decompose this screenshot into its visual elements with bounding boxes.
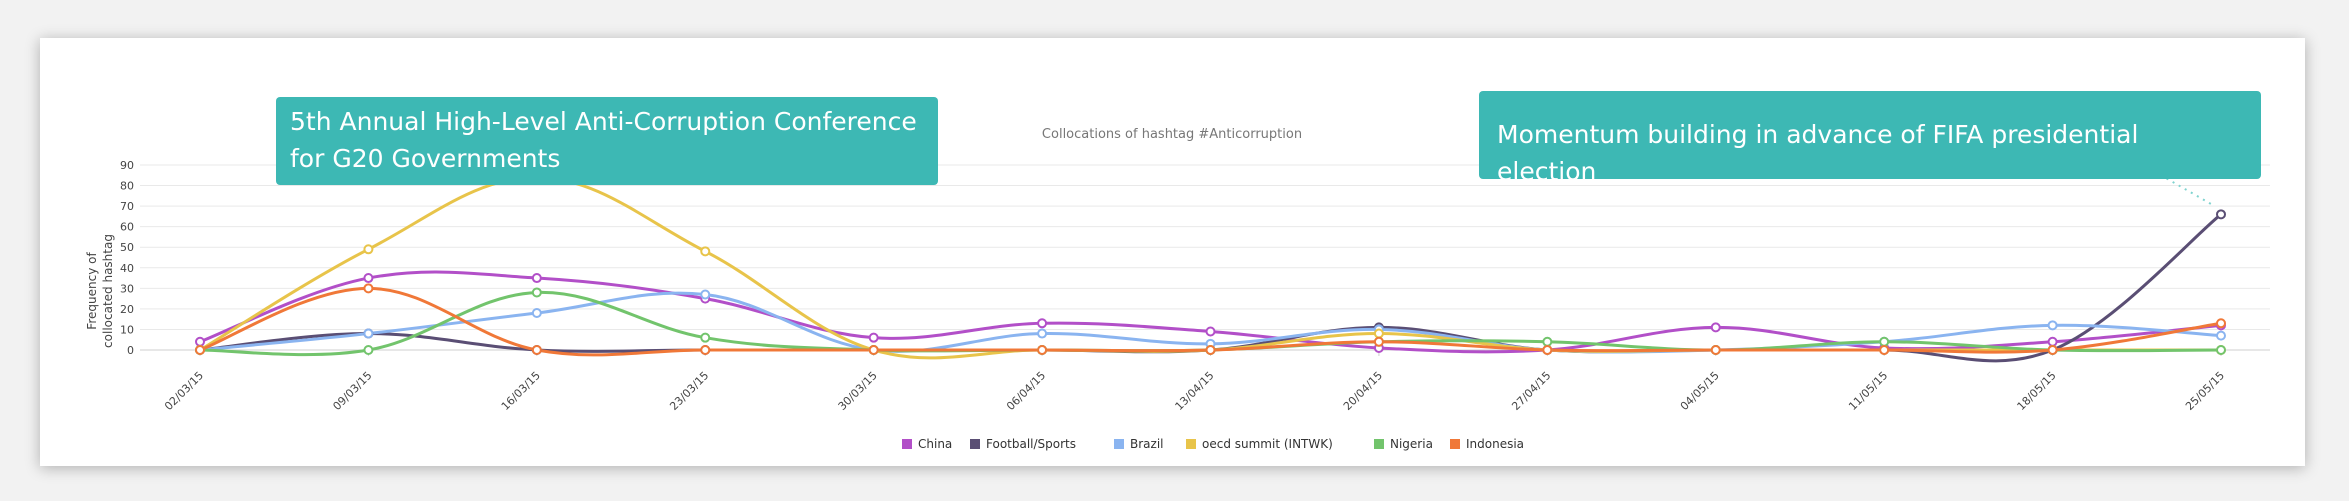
x-tick-label: 20/04/15 bbox=[1341, 369, 1385, 413]
legend-label-brazil[interactable]: Brazil bbox=[1130, 437, 1164, 451]
legend-label-nigeria[interactable]: Nigeria bbox=[1390, 437, 1433, 451]
legend-label-football-sports[interactable]: Football/Sports bbox=[986, 437, 1076, 451]
y-tick-label: 0 bbox=[127, 344, 134, 357]
legend-label-indonesia[interactable]: Indonesia bbox=[1466, 437, 1524, 451]
x-tick-label: 13/04/15 bbox=[1172, 369, 1216, 413]
data-point-indonesia[interactable] bbox=[1373, 336, 1384, 347]
data-point-china[interactable] bbox=[1037, 318, 1048, 329]
y-tick-label: 60 bbox=[120, 221, 134, 234]
data-point-indonesia[interactable] bbox=[363, 283, 374, 294]
y-tick-label: 80 bbox=[120, 180, 134, 193]
data-point-nigeria[interactable] bbox=[363, 345, 374, 355]
series-points bbox=[195, 172, 2226, 355]
data-point-nigeria[interactable] bbox=[531, 287, 542, 298]
data-point-football-sports[interactable] bbox=[2216, 209, 2226, 220]
y-tick-label: 90 bbox=[120, 159, 134, 172]
data-point-indonesia[interactable] bbox=[700, 345, 711, 355]
legend-label-china[interactable]: China bbox=[918, 437, 952, 451]
data-point-brazil[interactable] bbox=[1037, 328, 1048, 339]
y-axis-ticks: 0 10 20 30 40 50 60 70 80 90 bbox=[120, 159, 134, 357]
data-point-china[interactable] bbox=[363, 273, 374, 284]
annotation-text: Momentum building in advance of FIFA pre… bbox=[1497, 120, 2139, 186]
x-tick-label: 04/05/15 bbox=[1678, 369, 1722, 413]
y-tick-label: 40 bbox=[120, 262, 134, 275]
data-point-indonesia[interactable] bbox=[1542, 345, 1553, 355]
x-tick-label: 02/03/15 bbox=[162, 369, 206, 413]
data-point-nigeria[interactable] bbox=[700, 332, 711, 343]
legend-swatch-china bbox=[902, 439, 912, 449]
legend-label-oecd-summit-intwk[interactable]: oecd summit (INTWK) bbox=[1202, 437, 1333, 451]
annotation-connector bbox=[2111, 146, 2216, 208]
chart-title: Collocations of hashtag #Anticorruption bbox=[1042, 127, 1302, 142]
annotation-line-2: for G20 Governments bbox=[290, 144, 561, 173]
data-point-oecd-summit-intwk[interactable] bbox=[363, 244, 374, 255]
y-tick-label: 20 bbox=[120, 303, 134, 316]
x-tick-label: 09/03/15 bbox=[330, 369, 374, 413]
data-point-china[interactable] bbox=[531, 273, 542, 284]
x-tick-label: 25/05/15 bbox=[2183, 369, 2227, 413]
data-point-indonesia[interactable] bbox=[195, 345, 205, 355]
data-point-indonesia[interactable] bbox=[2216, 318, 2226, 329]
chart-card: Collocations of hashtag #Anticorruption … bbox=[40, 38, 2305, 466]
data-point-indonesia[interactable] bbox=[1205, 345, 1216, 355]
x-axis-ticks: 02/03/15 09/03/15 16/03/15 23/03/15 30/03/15… bbox=[162, 350, 2227, 413]
y-tick-label: 50 bbox=[120, 241, 134, 254]
annotation-connectors bbox=[335, 146, 2216, 208]
y-axis-label-line-1: Frequency of bbox=[85, 252, 99, 330]
data-point-china[interactable] bbox=[1710, 322, 1721, 333]
legend-swatch-football-sports bbox=[970, 439, 980, 449]
chart: Collocations of hashtag #Anticorruption … bbox=[85, 127, 2270, 451]
annotation-callout-conference: 5th Annual High-Level Anti-Corruption Co… bbox=[276, 97, 938, 185]
legend-swatch-oecd-summit-intwk bbox=[1186, 439, 1196, 449]
data-point-indonesia[interactable] bbox=[1879, 345, 1890, 355]
y-tick-label: 70 bbox=[120, 200, 134, 213]
data-point-brazil[interactable] bbox=[363, 328, 374, 339]
data-point-china[interactable] bbox=[195, 336, 205, 347]
legend-swatch-brazil bbox=[1114, 439, 1124, 449]
x-tick-label: 18/05/15 bbox=[2015, 369, 2059, 413]
data-point-brazil[interactable] bbox=[2216, 330, 2226, 341]
data-point-nigeria[interactable] bbox=[2216, 345, 2226, 355]
y-axis-label: Frequency of collocated hashtag bbox=[85, 234, 115, 348]
data-point-indonesia[interactable] bbox=[531, 345, 542, 355]
data-point-nigeria[interactable] bbox=[1542, 336, 1553, 347]
legend: China Football/Sports Brazil oecd summit (I… bbox=[902, 437, 1524, 451]
legend-swatch-indonesia bbox=[1450, 439, 1460, 449]
x-tick-label: 16/03/15 bbox=[499, 369, 543, 413]
data-point-china[interactable] bbox=[1205, 326, 1216, 337]
x-tick-label: 30/03/15 bbox=[836, 369, 880, 413]
data-point-oecd-summit-intwk[interactable] bbox=[700, 246, 711, 257]
data-point-brazil[interactable] bbox=[2047, 320, 2058, 331]
annotation-callout-fifa: Momentum building in advance of FIFA pre… bbox=[1479, 91, 2261, 186]
data-point-indonesia[interactable] bbox=[868, 345, 879, 355]
y-tick-label: 10 bbox=[120, 323, 134, 336]
data-point-indonesia[interactable] bbox=[2047, 345, 2058, 355]
data-point-china[interactable] bbox=[868, 332, 879, 343]
x-tick-label: 27/04/15 bbox=[1509, 369, 1553, 413]
x-tick-label: 06/04/15 bbox=[1004, 369, 1048, 413]
legend-swatch-nigeria bbox=[1374, 439, 1384, 449]
y-tick-label: 30 bbox=[120, 282, 134, 295]
y-axis-label-line-2: collocated hashtag bbox=[101, 234, 115, 348]
annotation-line-1: 5th Annual High-Level Anti-Corruption Co… bbox=[290, 107, 917, 136]
data-point-brazil[interactable] bbox=[531, 308, 542, 318]
data-point-indonesia[interactable] bbox=[1037, 345, 1048, 355]
data-point-oecd-summit-intwk[interactable] bbox=[1373, 328, 1384, 339]
x-tick-label: 23/03/15 bbox=[667, 369, 711, 413]
data-point-nigeria[interactable] bbox=[1879, 336, 1890, 347]
data-point-brazil[interactable] bbox=[700, 289, 711, 300]
x-tick-label: 11/05/15 bbox=[1846, 369, 1890, 413]
data-point-indonesia[interactable] bbox=[1710, 345, 1721, 355]
data-point-china[interactable] bbox=[2047, 336, 2058, 347]
